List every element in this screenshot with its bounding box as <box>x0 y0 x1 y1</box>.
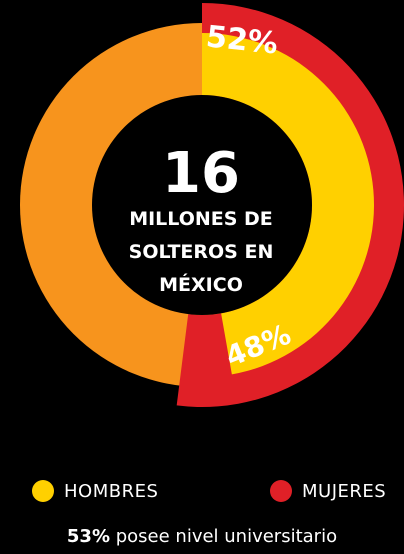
hombres-slice <box>202 33 374 375</box>
legend-hombres-label: HOMBRES <box>64 480 159 502</box>
legend-mujeres-label: MUJERES <box>302 480 387 502</box>
mujeres-swatch-icon <box>270 480 292 502</box>
footnote: 53% posee nivel universitario <box>0 526 404 547</box>
mujeres-pct-label: 52% <box>204 19 279 61</box>
footnote-pct: 53% <box>66 526 110 547</box>
legend-hombres: HOMBRES <box>32 480 158 502</box>
center-line-1: MILLONES DE <box>129 208 273 230</box>
center-line-3: MÉXICO <box>159 273 243 296</box>
mujeres-slice <box>176 3 404 407</box>
center-label: 16 MILLONES DE SOLTEROS EN MÉXICO <box>129 141 274 296</box>
rings-group <box>20 3 404 407</box>
footnote-text: posee nivel universitario <box>110 526 338 547</box>
hombres-swatch-icon <box>32 480 54 502</box>
center-line-2: SOLTEROS EN <box>129 241 274 263</box>
center-number: 16 <box>162 141 240 206</box>
legend-mujeres: MUJERES <box>270 480 386 502</box>
center-hole <box>92 95 312 315</box>
donut-chart: 16 MILLONES DE SOLTEROS EN MÉXICO 52% 48… <box>20 3 404 407</box>
